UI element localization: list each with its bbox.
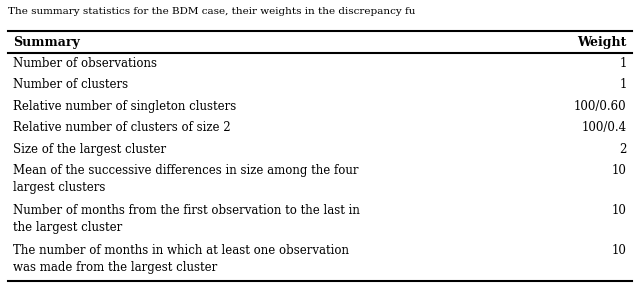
Text: 10: 10	[612, 164, 627, 177]
Text: 2: 2	[619, 143, 627, 156]
Text: Number of clusters: Number of clusters	[13, 78, 129, 91]
Text: The summary statistics for the BDM case, their weights in the discrepancy fu: The summary statistics for the BDM case,…	[8, 7, 416, 16]
Text: Relative number of clusters of size 2: Relative number of clusters of size 2	[13, 121, 231, 134]
Text: The number of months in which at least one observation
was made from the largest: The number of months in which at least o…	[13, 244, 349, 274]
Text: Summary: Summary	[13, 35, 80, 49]
Text: 10: 10	[612, 204, 627, 217]
Text: Number of months from the first observation to the last in
the largest cluster: Number of months from the first observat…	[13, 204, 360, 234]
Text: Size of the largest cluster: Size of the largest cluster	[13, 143, 166, 156]
Text: 1: 1	[619, 78, 627, 91]
Text: Number of observations: Number of observations	[13, 57, 157, 70]
Text: Relative number of singleton clusters: Relative number of singleton clusters	[13, 100, 237, 113]
Text: 100/0.60: 100/0.60	[574, 100, 627, 113]
Text: Weight: Weight	[577, 35, 627, 49]
Text: 100/0.4: 100/0.4	[581, 121, 627, 134]
Text: Mean of the successive differences in size among the four
largest clusters: Mean of the successive differences in si…	[13, 164, 359, 194]
Text: 10: 10	[612, 244, 627, 257]
Text: 1: 1	[619, 57, 627, 70]
